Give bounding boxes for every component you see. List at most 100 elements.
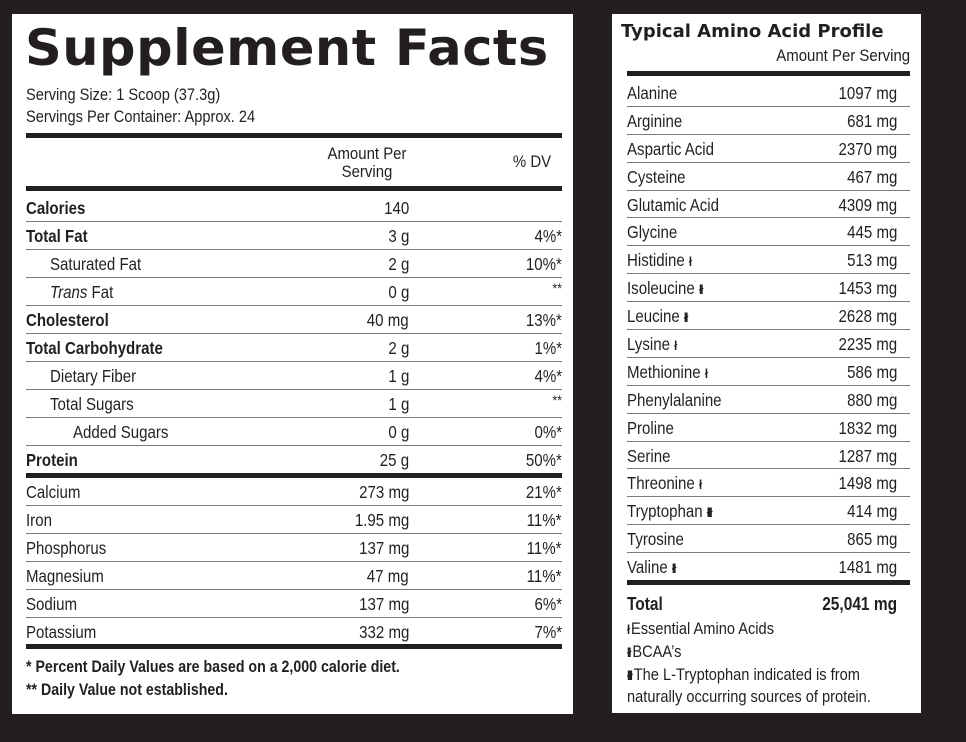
- bcaa-marker-icon: łł: [698, 282, 704, 298]
- nutrient-name: Trans Fat: [50, 279, 113, 306]
- nutrient-amount: 2 g: [388, 338, 409, 358]
- amino-name-text: Threonine: [627, 473, 695, 494]
- mineral-dv: 7%*: [534, 622, 562, 642]
- total-label: Total: [627, 594, 663, 614]
- mineral-amount: 1.95 mg: [354, 510, 409, 530]
- mineral-row-calcium: Calcium 273 mg 21%*: [26, 478, 562, 506]
- nutrient-row-trans-fat: Trans Fat 0 g **: [26, 278, 562, 306]
- amino-name-text: Cysteine: [627, 166, 686, 187]
- mineral-name: Magnesium: [26, 566, 104, 586]
- amino-row-alanine: Alanine 1097 mg: [627, 79, 910, 107]
- amino-name: Cysteine: [627, 164, 686, 191]
- mineral-name: Potassium: [26, 622, 97, 642]
- thick-divider: [26, 133, 562, 138]
- amino-name: Glutamic Acid: [627, 192, 719, 219]
- legend-text: Essential Amino Acids: [630, 619, 775, 638]
- nutrient-amount: 1 g: [388, 394, 409, 414]
- column-header-dv: % DV: [512, 152, 552, 171]
- nutrient-name: Calories: [26, 198, 86, 218]
- amino-total-row: Total 25,041 mg: [627, 592, 897, 616]
- mineral-dv: 11%*: [527, 566, 562, 586]
- amino-name: Proline: [627, 415, 674, 442]
- nutrient-row-calories: Calories 140: [26, 194, 562, 222]
- nutrient-dv: 10%*: [526, 254, 562, 274]
- mineral-amount: 273 mg: [358, 482, 409, 502]
- nutrient-table: Calories 140 Total Fat 3 g 4%* Saturated…: [26, 194, 562, 474]
- amino-name: Arginine: [627, 108, 682, 135]
- mineral-amount: 47 mg: [367, 566, 409, 586]
- amino-amount: 586 mg: [846, 361, 897, 382]
- amino-acid-table: Alanine 1097 mg Arginine 681 mg Aspartic A…: [627, 79, 910, 581]
- nutrient-row-total-fat: Total Fat 3 g 4%*: [26, 222, 562, 250]
- mineral-row-sodium: Sodium 137 mg 6%*: [26, 590, 562, 618]
- mineral-name: Calcium: [26, 482, 81, 502]
- amino-name: Glycine: [627, 219, 677, 246]
- mineral-name: Sodium: [26, 594, 78, 614]
- amino-amount: 681 mg: [846, 110, 897, 131]
- amino-row-glycine: Glycine 445 mg: [627, 218, 910, 247]
- amino-name: Serine: [627, 443, 671, 470]
- amino-row-aspartic-acid: Aspartic Acid 2370 mg: [627, 135, 910, 163]
- amino-name-text: Leucine: [627, 306, 680, 327]
- amino-amount: 1097 mg: [838, 83, 897, 103]
- amino-amount: 880 mg: [846, 389, 897, 410]
- amino-row-glutamic-acid: Glutamic Acid 4309 mg: [627, 191, 910, 219]
- nutrient-dv: 4%*: [534, 226, 562, 246]
- servings-per-container: Servings Per Container: Approx. 24: [26, 107, 256, 126]
- nutrient-name-rest: Fat: [87, 282, 114, 302]
- legend-text: The L-Tryptophan indicated is from: [633, 665, 860, 684]
- amino-amount: 445 mg: [846, 222, 897, 243]
- nutrient-amount: 2 g: [388, 254, 409, 274]
- mineral-name: Iron: [26, 510, 52, 530]
- nutrient-dv: 4%*: [534, 366, 562, 386]
- amino-name-text: Serine: [627, 445, 671, 466]
- bcaa-marker-icon: łł: [683, 310, 689, 326]
- amino-row-serine: Serine 1287 mg: [627, 442, 910, 470]
- amino-name: Leucine łł: [627, 303, 689, 331]
- amino-name: Phenylalanine: [627, 387, 722, 414]
- legend-tryptophan: łłł The L-Tryptophan indicated is from: [627, 664, 860, 687]
- bcaa-marker-icon: łł: [627, 645, 632, 660]
- nutrient-amount: 0 g: [388, 282, 409, 302]
- amino-row-tryptophan: Tryptophan łłł 414 mg: [627, 497, 910, 526]
- nutrient-dv: 13%*: [526, 310, 562, 330]
- nutrient-amount: 140: [383, 198, 409, 218]
- nutrient-name-italic: Trans: [50, 282, 88, 302]
- amino-name: Methionine ł: [627, 359, 709, 387]
- nutrient-row-cholesterol: Cholesterol 40 mg 13%*: [26, 306, 562, 334]
- nutrient-dv: **: [552, 280, 562, 296]
- nutrient-amount: 0 g: [388, 422, 409, 442]
- amino-row-threonine: Threonine ł 1498 mg: [627, 469, 910, 498]
- amino-name: Aspartic Acid: [627, 136, 714, 163]
- nutrient-amount: 1 g: [388, 366, 409, 386]
- amino-row-isoleucine: Isoleucine łł 1453 mg: [627, 274, 910, 303]
- bcaa-marker-icon: łł: [671, 561, 677, 577]
- mineral-row-potassium: Potassium 332 mg 7%*: [26, 618, 562, 646]
- amino-name-text: Aspartic Acid: [627, 138, 714, 159]
- nutrient-amount: 3 g: [388, 226, 409, 246]
- total-amount: 25,041 mg: [822, 594, 897, 614]
- mineral-dv: 11%*: [527, 538, 562, 558]
- nutrient-row-total-sugars: Total Sugars 1 g **: [26, 390, 562, 418]
- serving-size: Serving Size: 1 Scoop (37.3g): [26, 85, 221, 104]
- nutrient-name: Total Sugars: [50, 394, 134, 414]
- footnote-not-established: ** Daily Value not established.: [26, 681, 228, 699]
- amino-name-text: Tyrosine: [627, 529, 684, 550]
- essential-marker-icon: ł: [627, 622, 630, 637]
- nutrient-amount: 40 mg: [367, 310, 409, 330]
- legend-bcaa: łł BCAA’s: [627, 641, 681, 664]
- thick-divider: [627, 71, 910, 76]
- mineral-amount: 137 mg: [358, 538, 409, 558]
- amino-row-phenylalanine: Phenylalanine 880 mg: [627, 386, 910, 414]
- thick-divider: [26, 473, 562, 478]
- amino-name: Isoleucine łł: [627, 275, 704, 303]
- supplement-facts-panel: Supplement Facts Serving Size: 1 Scoop (…: [12, 14, 573, 714]
- amino-name: Tyrosine: [627, 526, 684, 553]
- nutrient-row-added-sugars: Added Sugars 0 g 0%*: [26, 418, 562, 446]
- column-header-amount: Amount Per Serving: [323, 145, 411, 181]
- mineral-row-iron: Iron 1.95 mg 11%*: [26, 506, 562, 534]
- nutrient-name: Added Sugars: [73, 422, 169, 442]
- nutrient-name: Dietary Fiber: [50, 366, 137, 386]
- amino-name-text: Glutamic Acid: [627, 194, 720, 215]
- amino-amount: 2235 mg: [838, 334, 897, 355]
